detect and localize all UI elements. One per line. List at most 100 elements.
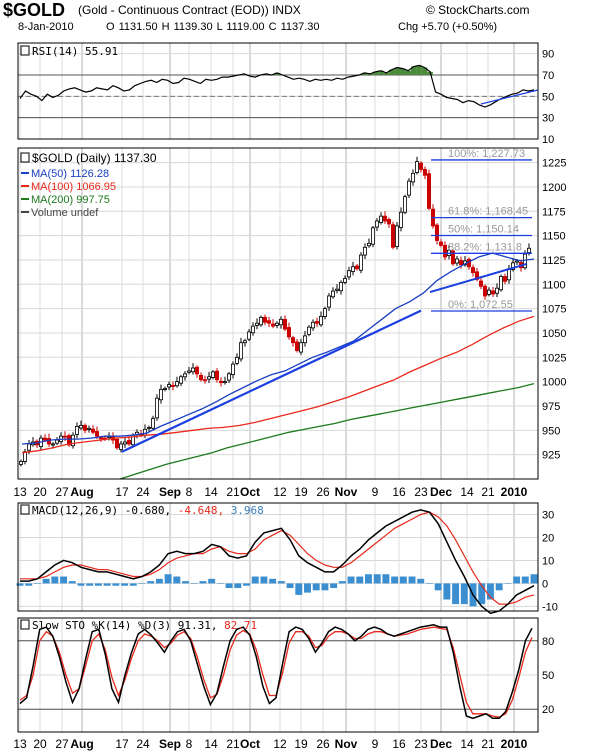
price-candle: [146, 427, 151, 429]
fibonacci-level-label: 50%: 1,150.14: [448, 223, 519, 235]
x-tick-label: 2010: [501, 737, 528, 751]
y-tick-label: 1050: [542, 328, 566, 340]
price-candle: [26, 443, 31, 451]
y-tick-label: 1200: [542, 182, 566, 194]
price-candle: [242, 340, 247, 344]
legend-entry: MA(100) 1066.95: [31, 181, 116, 193]
macd-histogram-bar: [417, 578, 425, 584]
price-candle: [198, 375, 203, 381]
price-candle: [494, 287, 499, 294]
macd-histogram-bar: [269, 578, 277, 584]
macd-histogram-bar: [216, 583, 224, 584]
rsi-overbought-fill: [421, 67, 428, 75]
price-candle: [150, 418, 155, 429]
macd-histogram-bar: [199, 581, 207, 584]
macd-histogram-bar: [356, 576, 364, 584]
macd-histogram-bar: [504, 583, 512, 584]
price-candle: [402, 196, 407, 213]
x-tick-label: Oct: [240, 737, 260, 751]
macd-histogram-bar: [425, 583, 433, 584]
price-candle: [490, 290, 495, 295]
sto-label-name: Slow STO %K(14) %D(3): [32, 619, 178, 632]
price-candle: [55, 439, 60, 444]
y-tick-label: 1100: [542, 279, 566, 291]
macd-histogram-bar: [138, 583, 146, 584]
macd-histogram-bar: [225, 583, 233, 589]
price-candle: [374, 220, 379, 228]
x-tick-label: 26: [316, 485, 330, 499]
price-candle: [234, 356, 239, 364]
x-tick-label: 21: [481, 485, 495, 499]
price-candle: [170, 384, 175, 387]
y-tick-label: 50: [542, 670, 554, 682]
quote-change: Chg +5.70 (+0.50%): [398, 21, 498, 33]
x-tick-label: 26: [316, 737, 330, 751]
price-candle: [278, 318, 283, 326]
price-candle: [515, 260, 520, 263]
macd-histogram-bar: [68, 581, 76, 584]
price-candle: [202, 379, 207, 382]
x-tick-label: Dec: [430, 485, 452, 499]
y-tick-label: -10: [542, 601, 558, 613]
macd-line: [20, 509, 535, 615]
price-candle: [482, 285, 487, 297]
macd-value: -0.680,: [125, 504, 178, 517]
watermark: © StockCharts.com: [426, 3, 530, 17]
price-candle: [318, 316, 323, 326]
x-tick-label: Sep: [159, 737, 181, 751]
macd-histogram-bar: [77, 583, 85, 586]
macd-histogram-bar: [164, 574, 172, 584]
y-tick-label: 1125: [542, 255, 566, 267]
x-tick-label: 8: [186, 737, 193, 751]
price-candle: [123, 441, 128, 445]
panel-frame-macd: [17, 502, 539, 612]
rsi-overbought-fill: [416, 65, 422, 75]
macd-histogram-bar: [33, 583, 41, 584]
rsi-legend-icon: [20, 45, 30, 56]
price-candle: [510, 262, 515, 270]
price-candle: [378, 215, 383, 223]
rsi-trendline: [480, 89, 539, 105]
price-candle: [119, 443, 124, 450]
rsi-overbought-fill: [410, 66, 417, 75]
sto-k-value: 91.31,: [178, 619, 224, 632]
price-candle: [87, 427, 92, 430]
macd-histogram-bar: [434, 583, 442, 591]
x-tick-label: Nov: [335, 737, 358, 751]
macd-histogram-bar: [129, 583, 137, 586]
macd-histogram-bar: [443, 583, 451, 600]
x-tick-label: 16: [392, 737, 406, 751]
price-candle: [226, 373, 231, 381]
x-tick-label: Oct: [240, 485, 260, 499]
price-candle: [71, 434, 76, 447]
price-candle: [398, 211, 403, 228]
panel-frame-sto: [17, 617, 539, 733]
price-candle: [502, 276, 507, 282]
x-tick-label: 21: [226, 485, 240, 499]
price-candle: [290, 337, 295, 344]
price-candle: [370, 227, 375, 245]
macd-histogram-bar: [173, 576, 181, 584]
y-tick-label: 925: [542, 450, 560, 462]
price-candle: [222, 381, 227, 384]
y-tick-label: 1175: [542, 206, 566, 218]
sto-label: Slow STO %K(14) %D(3) 91.31, 82.71: [32, 619, 257, 632]
price-candle: [258, 316, 263, 326]
price-candle: [326, 295, 331, 308]
sto-d-value: 82.71: [224, 619, 257, 632]
price-candle: [230, 363, 235, 376]
macd-histogram-bar: [51, 576, 59, 584]
price-candle: [450, 250, 455, 265]
price-candle: [282, 318, 287, 330]
macd-histogram-bar: [60, 576, 68, 584]
macd-histogram-bar: [321, 583, 329, 591]
macd-signal-line: [20, 511, 535, 605]
price-candle: [43, 437, 48, 441]
rsi-line: [19, 64, 535, 108]
x-tick-label: 14: [204, 737, 218, 751]
x-tick-label: 24: [136, 737, 150, 751]
price-candle: [194, 366, 199, 375]
x-tick-label: 21: [481, 737, 495, 751]
